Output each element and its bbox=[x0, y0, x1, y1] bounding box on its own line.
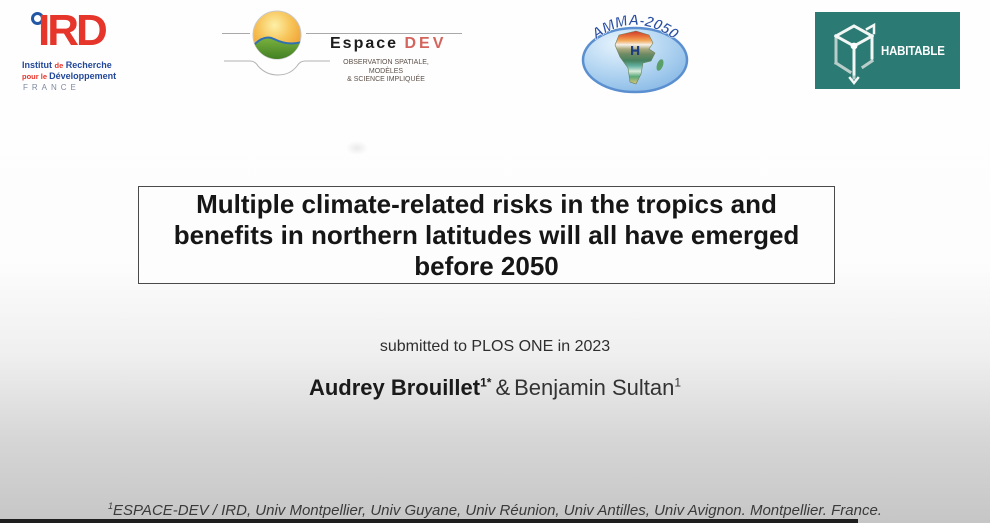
amma-globe-icon: AMMA-2050 bbox=[581, 12, 689, 94]
paper-title-box: Multiple climate-related risks in the tr… bbox=[138, 186, 835, 284]
affiliation-marker: 1 bbox=[108, 501, 114, 511]
bottom-bar bbox=[0, 519, 858, 523]
espace-dev-logo: Espace DEV OBSERVATION SPATIALE, MODÈLES… bbox=[222, 6, 467, 86]
smudge-artifact bbox=[346, 141, 368, 155]
author-1: Audrey Brouillet1* bbox=[308, 375, 492, 400]
author-1-affiliation: 1* bbox=[480, 375, 492, 390]
ird-institute-line1: Institut de Recherche bbox=[22, 60, 112, 70]
affiliation-text: ESPACE-DEV / IRD, Univ Montpellier, Univ… bbox=[113, 502, 882, 519]
espace-dev-wordmark: Espace DEV bbox=[330, 35, 447, 52]
ird-wordmark: IRD bbox=[38, 6, 108, 55]
authors-separator: & bbox=[495, 375, 511, 400]
ird-country-label: FRANCE bbox=[23, 83, 80, 92]
paper-title-line1: Multiple climate-related risks in the tr… bbox=[196, 188, 777, 219]
amma-2050-logo: AMMA-2050 bbox=[576, 2, 694, 94]
habitable-logo: HABITABLE bbox=[815, 12, 960, 89]
authors-line: Audrey Brouillet1* & Benjamin Sultan1 bbox=[0, 375, 990, 401]
espace-right-rule bbox=[306, 33, 462, 34]
ird-ring-icon bbox=[31, 12, 44, 25]
affiliation-footer: 1ESPACE-DEV / IRD, Univ Montpellier, Uni… bbox=[0, 501, 990, 519]
author-2-affiliation: 1 bbox=[674, 375, 682, 390]
habitable-wordmark: HABITABLE bbox=[881, 43, 945, 58]
submission-note: submitted to PLOS ONE in 2023 bbox=[379, 338, 611, 355]
paper-title-line3: before 2050 bbox=[414, 250, 559, 281]
espace-sun-hill-icon bbox=[224, 10, 330, 76]
espace-left-rule bbox=[222, 33, 250, 34]
paper-title-line2: benefits in northern latitudes will all … bbox=[173, 219, 800, 250]
ird-logo: IRD Institut de Recherche pour le Dévelo… bbox=[20, 8, 145, 96]
habitable-cube-icon bbox=[833, 22, 876, 86]
ird-institute-line2: pour le Développement bbox=[22, 71, 117, 81]
espace-dev-tagline: OBSERVATION SPATIALE, MODÈLES & SCIENCE … bbox=[343, 59, 429, 83]
author-2: Benjamin Sultan1 bbox=[514, 375, 682, 400]
